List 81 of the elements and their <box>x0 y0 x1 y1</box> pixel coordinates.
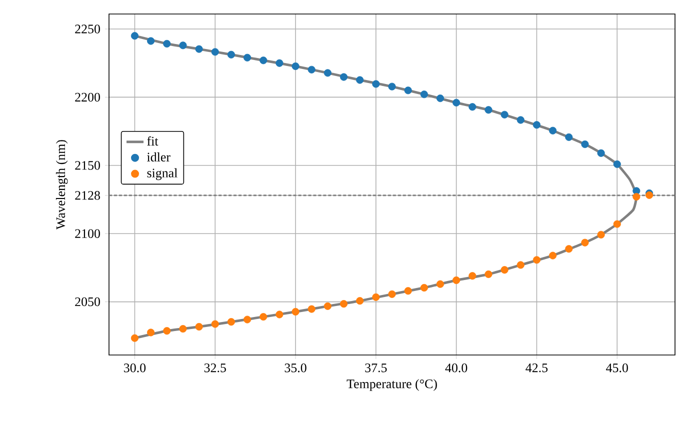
point <box>484 106 492 114</box>
point <box>516 261 524 269</box>
point <box>276 310 284 318</box>
y-tick-label: 2150 <box>75 161 100 170</box>
point <box>632 192 640 201</box>
x-tick-label: 42.5 <box>526 364 548 372</box>
legend-label: idler <box>147 152 170 162</box>
point <box>292 308 300 316</box>
point <box>500 110 508 118</box>
point <box>372 293 380 301</box>
point <box>532 256 541 264</box>
point <box>227 50 235 58</box>
point <box>404 287 412 295</box>
y-tick-label: 2050 <box>75 297 100 306</box>
point <box>436 280 444 288</box>
point <box>436 94 444 102</box>
point <box>130 334 139 342</box>
point <box>147 37 155 45</box>
point <box>340 73 348 81</box>
y-tick-label: 2128 <box>75 191 100 200</box>
x-tick-label: 30.0 <box>124 364 146 372</box>
point <box>452 276 460 284</box>
point <box>340 300 348 308</box>
point <box>468 272 476 280</box>
point <box>549 252 557 260</box>
point <box>532 121 541 129</box>
point <box>452 98 460 106</box>
point <box>565 133 573 141</box>
point <box>484 270 492 278</box>
y-tick-label: 2250 <box>75 24 100 34</box>
point <box>163 327 171 335</box>
point <box>356 297 364 305</box>
point <box>613 160 621 168</box>
point <box>324 302 332 310</box>
point <box>597 149 605 157</box>
point <box>468 103 476 111</box>
point <box>420 284 428 292</box>
legend-label: fit <box>147 136 158 146</box>
point <box>388 82 396 90</box>
point <box>276 59 284 67</box>
point <box>179 325 187 333</box>
x-tick-label: 35.0 <box>284 364 306 372</box>
point <box>308 66 316 74</box>
point <box>404 86 412 94</box>
point <box>356 76 364 84</box>
point <box>372 80 380 88</box>
point <box>260 56 268 64</box>
legend-label: signal <box>147 168 178 180</box>
point <box>388 290 396 298</box>
point <box>292 62 300 70</box>
point <box>613 220 621 228</box>
point <box>195 322 203 331</box>
x-tick-label: 37.5 <box>365 364 387 372</box>
x-tick-label: 45.0 <box>606 364 628 372</box>
point <box>597 230 605 238</box>
point <box>420 90 428 98</box>
point <box>147 328 155 336</box>
point <box>179 42 187 50</box>
point <box>195 45 203 53</box>
point <box>581 238 589 246</box>
y-tick-label: 2100 <box>75 229 100 238</box>
x-tick-label: 40.0 <box>445 364 468 372</box>
point <box>244 54 252 62</box>
point <box>227 318 235 326</box>
y-axis-title: Wavelength (nm) <box>56 140 68 230</box>
point <box>244 316 252 324</box>
point <box>211 48 219 56</box>
point <box>565 245 573 253</box>
point <box>549 126 557 134</box>
point <box>581 140 589 148</box>
x-axis-title: Temperature (°C) <box>346 379 437 391</box>
point <box>324 69 332 77</box>
y-tick-label: 2200 <box>75 92 100 102</box>
point <box>516 116 524 124</box>
point <box>130 32 139 40</box>
x-tick-label: 32.5 <box>204 364 226 372</box>
point <box>500 266 508 274</box>
point <box>308 305 316 313</box>
point <box>260 313 268 321</box>
point <box>211 320 219 328</box>
point <box>163 40 171 48</box>
